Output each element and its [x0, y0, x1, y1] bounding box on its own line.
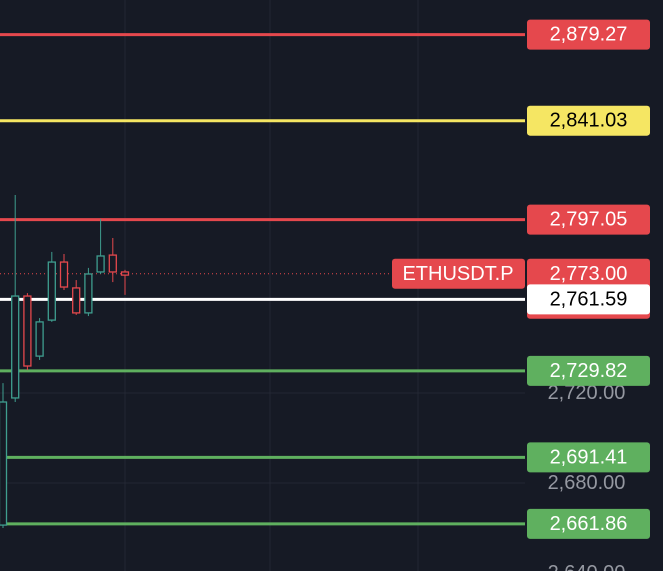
y-tick-label: 2,720.00	[548, 382, 626, 404]
price-label: 2,797.05	[550, 209, 628, 231]
candle-body	[96, 255, 105, 273]
price-label-box	[527, 442, 650, 473]
symbol-label: ETHUSDT.P	[402, 263, 513, 285]
candle-body	[35, 321, 44, 357]
candle-body	[11, 295, 20, 399]
price-label-box	[527, 284, 650, 315]
price-label-box	[527, 508, 650, 539]
price-label: 2,879.27	[550, 24, 628, 46]
current-price-label: 2,773.00	[550, 263, 628, 285]
y-tick-label: 2,640.00	[548, 562, 626, 571]
y-tick-label: 2,680.00	[548, 472, 626, 494]
candle-body	[23, 295, 32, 367]
price-label: 2,661.86	[550, 513, 628, 535]
price-label-box	[527, 105, 650, 136]
candle-body	[0, 401, 8, 526]
candle-body	[59, 261, 69, 288]
candle-body	[120, 271, 130, 276]
candle-body	[84, 273, 93, 314]
price-label: 2,841.03	[550, 110, 628, 132]
symbol-box	[392, 258, 525, 289]
price-label: 2,729.82	[550, 360, 628, 382]
candle-body	[72, 287, 81, 314]
candle-body	[47, 261, 56, 321]
price-label-box	[527, 355, 650, 386]
price-label: 2,761.59	[550, 288, 628, 310]
price-label-box	[527, 204, 650, 235]
candle-body	[108, 254, 117, 273]
price-label: 2,691.41	[550, 446, 628, 468]
price-label-box	[527, 19, 650, 50]
